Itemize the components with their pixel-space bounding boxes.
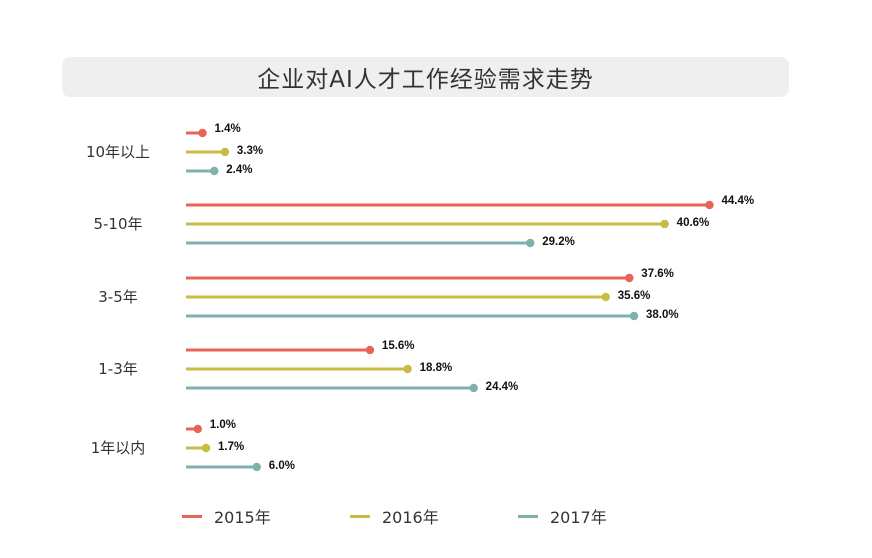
bar-end-dot [625,273,634,283]
bar-end-dot [705,200,714,210]
chart-legend: 2015年 2016年 2017年 [0,502,872,532]
bar-end-dot [365,345,375,355]
data-label: 6.0% [269,460,295,472]
data-label: 37.6% [641,268,674,280]
data-label: 44.4% [721,195,754,207]
data-label: 38.0% [646,309,679,321]
bar-end-dot [403,364,412,374]
legend-item: 2017年 [518,502,607,530]
bar-end-dot [201,443,211,453]
category-label: 1年以内 [91,439,146,457]
bar-end-dot [220,147,230,157]
category-label: 5-10年 [93,215,142,233]
bar-end-dot [660,219,669,229]
data-label: 1.0% [210,419,236,431]
bar-end-dot [469,383,478,393]
data-label: 24.4% [486,381,519,393]
data-label: 18.8% [420,362,453,374]
data-label: 35.6% [618,290,651,302]
bar-end-dot [198,128,207,138]
legend-swatch [350,514,370,518]
data-label: 1.7% [218,441,244,453]
category-label: 1-3年 [98,360,138,378]
data-label: 29.2% [542,236,575,248]
legend-swatch [182,514,202,518]
legend-label: 2016年 [382,508,439,527]
legend-item: 2015年 [182,502,271,530]
data-label: 3.3% [237,145,263,157]
legend-swatch [518,514,538,518]
lollipop-chart: 10年以上 1.4% 3.3% 2.4% 5-10年 44.4% 40.6% 29.2% 3-5… [86,123,754,472]
legend-label: 2015年 [214,508,271,527]
data-label: 1.4% [215,123,241,135]
chart-title: 企业对AI人才工作经验需求走势 [257,67,594,93]
category-label: 3-5年 [98,288,138,306]
bar-end-dot [526,238,535,248]
data-label: 2.4% [226,164,252,176]
bar-end-dot [252,462,261,472]
data-label: 40.6% [677,217,710,229]
bar-end-dot [629,311,639,321]
legend-label: 2017年 [550,508,607,527]
chart-title-bar: 企业对AI人才工作经验需求走势 [62,57,789,97]
category-label: 10年以上 [86,143,150,161]
bar-end-dot [210,166,219,176]
bar-end-dot [601,292,610,302]
data-label: 15.6% [382,340,415,352]
legend-item: 2016年 [350,502,439,530]
bar-end-dot [193,424,202,434]
